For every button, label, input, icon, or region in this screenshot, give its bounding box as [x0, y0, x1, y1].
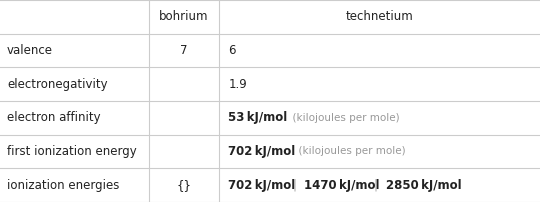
Text: 702 kJ/mol: 702 kJ/mol [228, 179, 296, 192]
Text: ionization energies: ionization energies [7, 179, 119, 192]
Text: (kilojoules per mole): (kilojoules per mole) [286, 113, 399, 123]
Text: 7: 7 [180, 44, 187, 57]
Text: 1.9: 1.9 [228, 78, 247, 91]
Text: {}: {} [176, 179, 191, 192]
Text: 2850 kJ/mol: 2850 kJ/mol [386, 179, 462, 192]
Text: 1470 kJ/mol: 1470 kJ/mol [304, 179, 380, 192]
Text: electron affinity: electron affinity [7, 111, 100, 124]
Text: electronegativity: electronegativity [7, 78, 107, 91]
Text: technetium: technetium [346, 10, 413, 23]
Text: bohrium: bohrium [159, 10, 208, 23]
Text: first ionization energy: first ionization energy [7, 145, 137, 158]
Text: 702 kJ/mol: 702 kJ/mol [228, 145, 296, 158]
Text: (kilojoules per mole): (kilojoules per mole) [292, 146, 405, 157]
Text: |: | [292, 179, 296, 192]
Text: 53 kJ/mol: 53 kJ/mol [228, 111, 288, 124]
Text: |: | [374, 179, 378, 192]
Text: valence: valence [7, 44, 53, 57]
Text: 6: 6 [228, 44, 236, 57]
